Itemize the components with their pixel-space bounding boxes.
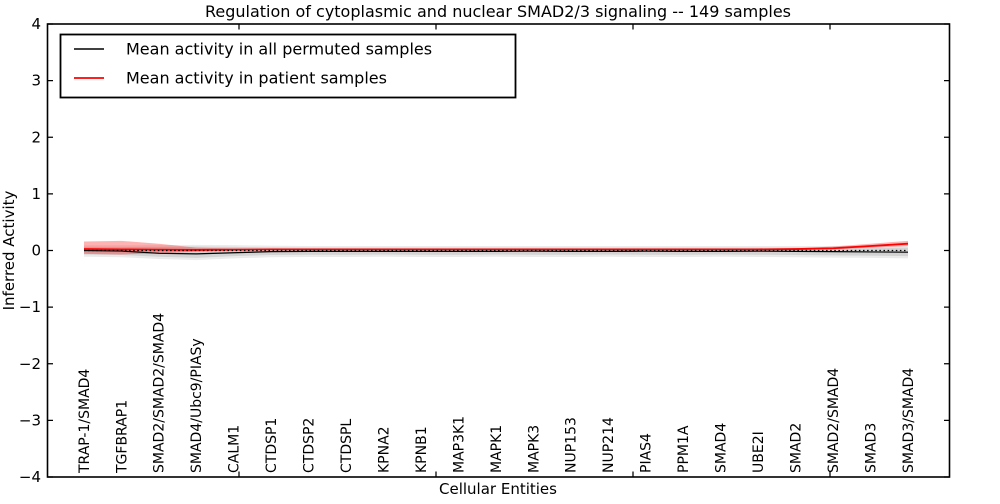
x-category-label: CALM1 [227, 425, 243, 473]
x-category-label: CTDSP2 [302, 418, 318, 473]
x-category-labels: TRAP-1/SMAD4 TGFBRAP1 SMAD2/SMAD2/SMAD4 SMA… [77, 313, 917, 474]
x-category-label: SMAD3 [863, 423, 879, 473]
y-tick-label: −4 [19, 468, 41, 486]
y-tick-label: 0 [31, 242, 41, 260]
x-category-label: SMAD2 [788, 423, 804, 473]
legend: Mean activity in all permuted samples Me… [59, 33, 517, 99]
y-tick-label: −3 [19, 411, 41, 429]
y-tick-label: −2 [19, 355, 41, 373]
x-category-label: TRAP-1/SMAD4 [77, 369, 93, 474]
x-category-label: MAPK3 [526, 425, 542, 473]
x-category-label: KPNB1 [414, 426, 430, 473]
series-line-1 [83, 242, 909, 251]
x-category-label: CTDSP1 [264, 418, 280, 473]
y-tick-label: −1 [19, 298, 41, 316]
legend-box [59, 33, 517, 99]
x-category-label: MAP3K1 [451, 416, 467, 473]
x-category-label: NUP153 [564, 417, 580, 473]
x-category-label: PIAS4 [639, 433, 655, 473]
y-tick-labels: 4 3 2 1 0 −1 −2 −3 −4 [19, 15, 41, 486]
x-category-label: KPNA2 [376, 426, 392, 473]
legend-label-patient: Mean activity in patient samples [126, 69, 387, 88]
y-tick-label: 2 [31, 128, 41, 146]
series-lines [83, 242, 909, 255]
y-tick-label: 3 [31, 72, 41, 90]
x-category-label: PPM1A [676, 425, 692, 473]
x-category-label: NUP214 [601, 417, 617, 473]
plot-frame [46, 23, 951, 478]
x-category-label: MAPK1 [489, 425, 505, 473]
x-category-label: SMAD4 [714, 423, 730, 473]
y-tick-label: 1 [31, 185, 41, 203]
x-category-label: TGFBRAP1 [114, 400, 130, 474]
series-line-0 [83, 249, 909, 255]
chart-title: Regulation of cytoplasmic and nuclear SM… [205, 2, 791, 21]
x-category-label: UBE2I [751, 431, 767, 473]
x-category-label: CTDSPL [339, 419, 355, 473]
x-category-label: SMAD4/Ubc9/PIASy [189, 338, 205, 473]
y-tick-label: 4 [31, 15, 41, 33]
x-category-label: SMAD2/SMAD4 [826, 368, 842, 473]
y-axis-label: Inferred Activity [0, 190, 18, 310]
legend-label-permuted: Mean activity in all permuted samples [126, 40, 432, 59]
x-axis-label: Cellular Entities [439, 480, 557, 498]
x-category-label: SMAD2/SMAD2/SMAD4 [152, 313, 168, 473]
x-category-label: SMAD3/SMAD4 [901, 368, 917, 473]
